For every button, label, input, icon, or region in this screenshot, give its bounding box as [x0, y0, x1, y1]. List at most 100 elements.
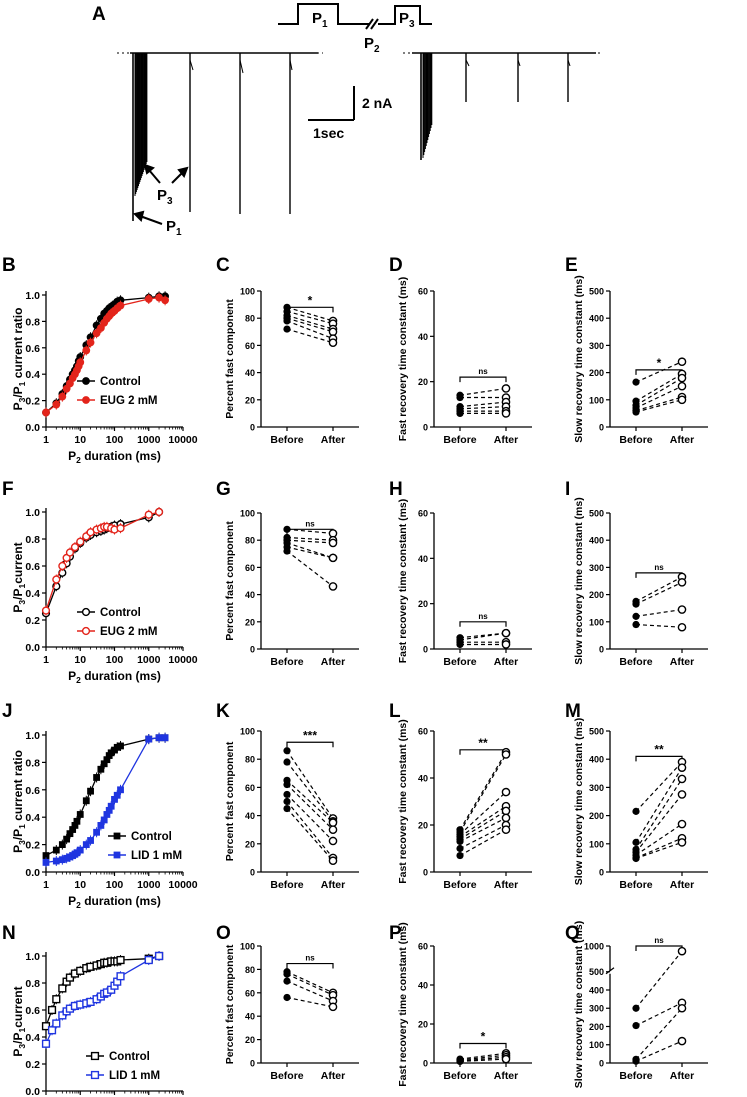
y-axis-label-part: P [11, 1049, 25, 1057]
y-tick-label: 20 [245, 839, 255, 849]
panel-a: A P1 P3 P2 2 nA 1sec [92, 3, 600, 238]
panel-letter: L [389, 701, 401, 722]
panel-b-recovery-curve: B 0.0 0.2 0.4 0.6 0.8 1.0 1 10 100 1000 10000 P3/P1 … [2, 255, 198, 465]
pair-line [635, 1040, 683, 1062]
y-tick-label: 20 [418, 1020, 428, 1030]
after-point [677, 1003, 687, 1013]
data-point [42, 859, 50, 866]
y-tick-label: 100 [589, 395, 604, 405]
panel-h-paired-plot: H 0 20 40 60 Before After Fast recovery time co… [389, 479, 532, 668]
y-axis-label-part: 1 [17, 583, 27, 588]
after-point [328, 856, 338, 866]
y-tick-label: 400 [589, 314, 604, 324]
panel-letter: M [565, 701, 581, 722]
before-point [632, 1004, 640, 1012]
data-point [42, 408, 50, 417]
protocol-label-p1: P1 [312, 10, 328, 30]
y-tick-label: 0.4 [25, 369, 40, 381]
after-point [677, 622, 687, 632]
data-point [116, 301, 125, 310]
y-tick-label: 0.8 [25, 316, 40, 328]
y-tick-label: 0.0 [25, 1086, 40, 1097]
before-point [456, 1057, 464, 1066]
legend-label: EUG 2 mM [100, 626, 158, 638]
before-point [632, 838, 640, 846]
pair-line [635, 778, 683, 850]
y-tick-label: 0.6 [25, 561, 40, 573]
data-point [71, 822, 79, 829]
y-axis-label-part: current ratio [11, 308, 25, 382]
pair-line [286, 750, 334, 819]
y-tick-label: 0.0 [25, 642, 40, 654]
panel-letter: F [2, 479, 14, 500]
pair-line [635, 385, 683, 409]
x-tick-label: Before [443, 1070, 476, 1082]
y-tick-label: 300 [589, 341, 604, 351]
x-tick-label: Before [270, 434, 303, 446]
after-point [328, 836, 338, 846]
x-tick-label: After [670, 879, 695, 891]
panel-letter-a: A [92, 4, 106, 25]
legend-label: Control [109, 1051, 150, 1063]
pair-line [635, 761, 683, 812]
data-point [144, 295, 153, 303]
data-point [161, 296, 169, 305]
x-tick-label: 10 [74, 654, 86, 666]
x-tick-label: 10 [74, 434, 86, 446]
pair-line [459, 632, 507, 641]
panel-k-paired-plot: K 0 20 40 60 80 100 Before After Percent fast com… [216, 701, 359, 891]
x-tick-label: Before [270, 879, 303, 891]
x-axis-label-part: 2 [76, 900, 81, 910]
data-point [76, 846, 84, 854]
y-tick-label: 80 [245, 965, 255, 975]
after-point [501, 806, 511, 816]
pair-line [286, 542, 334, 559]
data-point [117, 786, 124, 794]
significance-bracket [459, 621, 507, 627]
significance-label: ** [654, 742, 664, 756]
data-point [117, 742, 124, 750]
x-tick-label: 1 [43, 434, 49, 446]
panel-letter: P [389, 923, 402, 944]
x-tick-label: Before [443, 879, 476, 891]
panel-letter: J [2, 701, 13, 722]
data-point [82, 841, 90, 848]
legend-marker [90, 1051, 100, 1061]
data-point [97, 822, 105, 829]
pair-line [286, 328, 334, 344]
data-point [58, 841, 66, 848]
pair-line [286, 317, 334, 333]
pair-line [286, 779, 334, 824]
pair-line [459, 817, 507, 842]
panel-g-paired-plot: G 0 20 40 60 80 100 Before After Percent fast com… [216, 479, 359, 668]
axis-break [605, 967, 615, 975]
y-tick-label: 0.6 [25, 785, 40, 797]
data-point [93, 828, 100, 836]
pair-line [635, 608, 683, 617]
after-point [328, 338, 338, 347]
pair-line [635, 1007, 683, 1060]
panel-o-paired-plot: O 0 20 40 60 80 100 Before After Percent fast com… [216, 923, 359, 1082]
after-point [677, 774, 687, 784]
x-tick-label: Before [270, 1070, 303, 1082]
before-point [632, 1057, 640, 1065]
y-axis-label: Fast recovery time constant (ms) [397, 922, 409, 1087]
before-point [283, 758, 291, 766]
y-tick-label: 0.2 [25, 840, 40, 852]
y-tick-label: 60 [245, 563, 255, 573]
before-point [632, 600, 640, 608]
after-point [677, 357, 687, 367]
y-tick-label: 100 [589, 839, 604, 849]
data-point [103, 756, 111, 764]
y-tick-label: 0.8 [25, 978, 40, 990]
y-axis-label-part: P [11, 605, 25, 613]
pair-line [459, 1056, 507, 1062]
y-tick-label: 200 [589, 368, 604, 378]
pair-line [286, 784, 334, 831]
y-axis-label: P3/P1 current ratio [11, 750, 27, 853]
before-point [283, 547, 291, 555]
legend-marker [90, 1070, 100, 1080]
pair-line [286, 996, 334, 1008]
y-tick-label: 0.4 [25, 1032, 40, 1044]
